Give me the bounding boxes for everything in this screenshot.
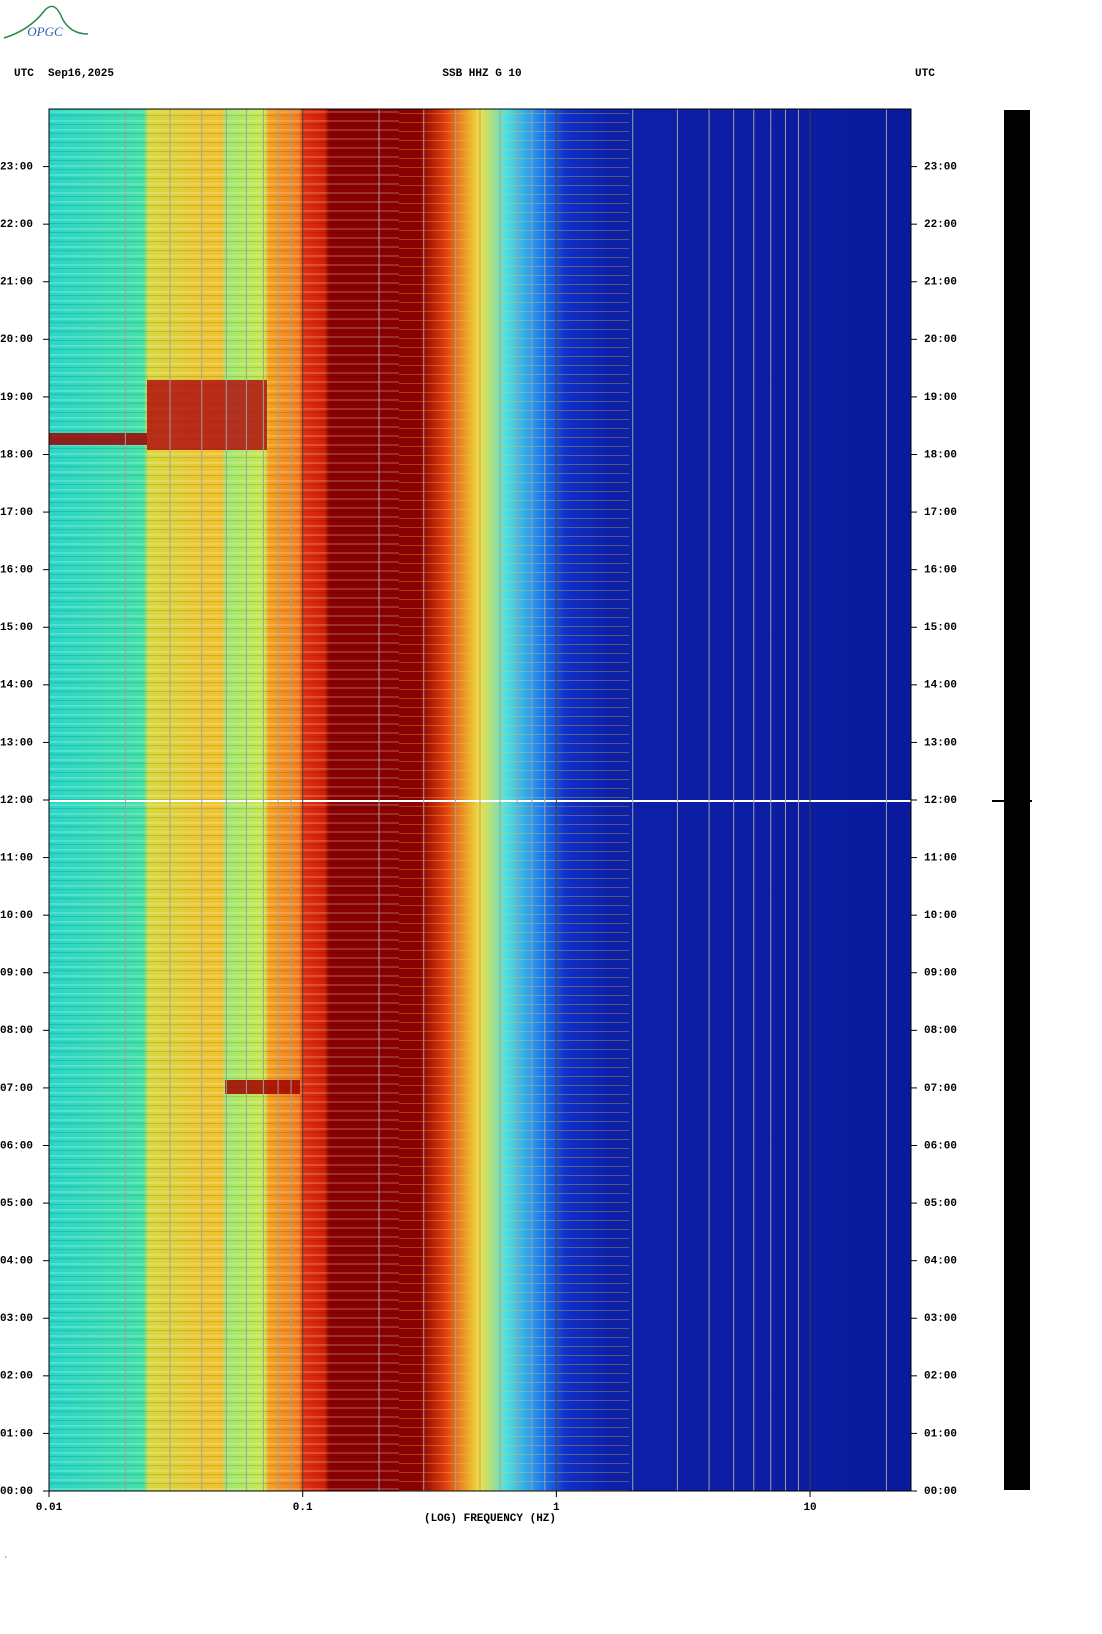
spectrogram-event — [147, 380, 267, 450]
y-tick-label: 05:00 — [924, 1198, 957, 1210]
y-tick-label: 10:00 — [0, 910, 33, 922]
chart-title: SSB HHZ G 10 — [442, 68, 521, 80]
y-tick-label: 00:00 — [924, 1486, 957, 1498]
y-tick-label: 06:00 — [924, 1140, 957, 1152]
y-tick-label: 08:00 — [0, 1025, 33, 1037]
y-tick-label: 21:00 — [924, 277, 957, 289]
y-tick-label: 00:00 — [0, 1486, 33, 1498]
y-tick-label: 02:00 — [0, 1371, 33, 1383]
y-tick-label: 03:00 — [0, 1313, 33, 1325]
y-tick-label: 05:00 — [0, 1198, 33, 1210]
spectrogram-event — [225, 1080, 300, 1094]
y-tick-label: 14:00 — [924, 680, 957, 692]
time-zone-left: UTC — [14, 68, 34, 80]
y-tick-label: 07:00 — [924, 1083, 957, 1095]
y-tick-label: 20:00 — [0, 334, 33, 346]
y-tick-label: 23:00 — [924, 161, 957, 173]
y-tick-label: 03:00 — [924, 1313, 957, 1325]
y-tick-label: 08:00 — [924, 1025, 957, 1037]
y-tick-label: 12:00 — [924, 795, 957, 807]
x-tick-label: 10 — [803, 1502, 816, 1514]
time-zone-right: UTC — [915, 68, 935, 80]
y-tick-label: 13:00 — [0, 737, 33, 749]
y-tick-label: 15:00 — [0, 622, 33, 634]
footer-mark: . — [4, 1553, 8, 1560]
y-tick-label: 22:00 — [924, 219, 957, 231]
y-tick-label: 04:00 — [924, 1256, 957, 1268]
y-tick-label: 20:00 — [924, 334, 957, 346]
y-tick-label: 16:00 — [924, 565, 957, 577]
x-axis-label: (LOG) FREQUENCY (HZ) — [424, 1513, 556, 1525]
y-tick-label: 21:00 — [0, 277, 33, 289]
y-tick-label: 13:00 — [924, 737, 957, 749]
y-tick-label: 16:00 — [0, 565, 33, 577]
y-tick-label: 01:00 — [0, 1428, 33, 1440]
y-tick-label: 09:00 — [924, 968, 957, 980]
seismic-trace-spike — [992, 800, 1032, 802]
y-tick-label: 17:00 — [924, 507, 957, 519]
y-tick-label: 22:00 — [0, 219, 33, 231]
y-tick-label: 06:00 — [0, 1140, 33, 1152]
y-tick-label: 01:00 — [924, 1428, 957, 1440]
y-tick-label: 19:00 — [924, 392, 957, 404]
y-tick-label: 11:00 — [924, 852, 957, 864]
y-tick-label: 14:00 — [0, 680, 33, 692]
y-tick-label: 18:00 — [0, 449, 33, 461]
logo-mark — [3, 5, 89, 39]
y-tick-label: 12:00 — [0, 795, 33, 807]
y-tick-label: 10:00 — [924, 910, 957, 922]
y-tick-label: 19:00 — [0, 392, 33, 404]
x-tick-label: 0.1 — [293, 1502, 313, 1514]
y-tick-label: 11:00 — [0, 852, 33, 864]
y-tick-label: 02:00 — [924, 1371, 957, 1383]
y-tick-label: 17:00 — [0, 507, 33, 519]
logo: OPGC — [27, 24, 63, 39]
spectrogram-event — [49, 433, 147, 445]
y-tick-label: 15:00 — [924, 622, 957, 634]
y-tick-label: 23:00 — [0, 161, 33, 173]
x-tick-label: 0.01 — [36, 1502, 63, 1514]
y-tick-label: 04:00 — [0, 1256, 33, 1268]
y-tick-label: 09:00 — [0, 968, 33, 980]
y-tick-label: 18:00 — [924, 449, 957, 461]
x-tick-label: 1 — [553, 1502, 560, 1514]
y-tick-label: 07:00 — [0, 1083, 33, 1095]
date: Sep16,2025 — [48, 68, 114, 80]
